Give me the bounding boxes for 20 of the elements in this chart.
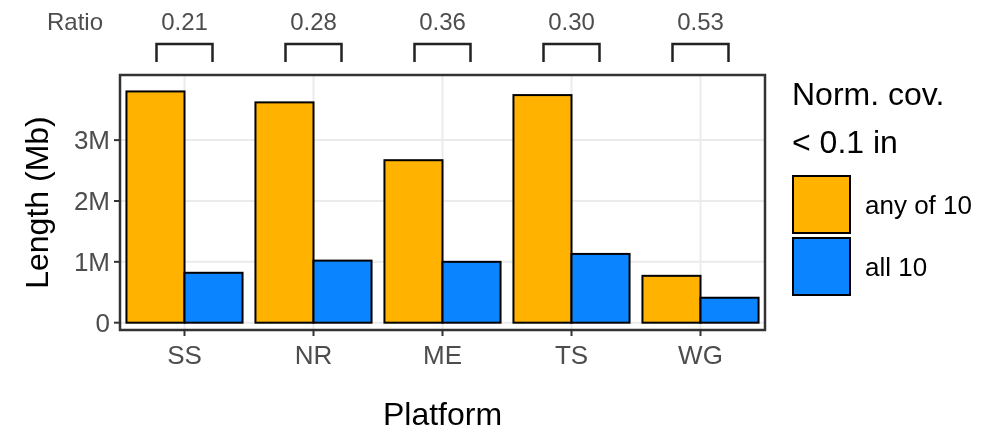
x-tick-label: ME	[423, 340, 462, 370]
text: 0.21	[161, 8, 208, 35]
x-tick-label: SS	[167, 340, 202, 370]
x-tick-label: TS	[554, 340, 589, 370]
x-tick-label: WG	[678, 340, 723, 370]
text: 0.36	[419, 8, 466, 35]
legend-label: all 10	[865, 252, 928, 283]
y-tick-label: 2M	[73, 186, 110, 217]
legend-label: any of 10	[865, 190, 972, 221]
x-axis-title: Platform	[382, 396, 503, 432]
x-tick-label: NR	[294, 340, 333, 370]
text: 0.28	[290, 8, 337, 35]
y-tick-label: 3M	[73, 125, 110, 156]
y-tick-label: 0	[95, 307, 110, 338]
y-tick-label: 1M	[73, 246, 110, 277]
text: Ratio	[46, 8, 104, 35]
text: 0.53	[677, 8, 724, 35]
text: 0.30	[548, 8, 595, 35]
y-axis-title: Length (Mb)	[19, 116, 55, 289]
legend-title: Norm. cov. < 0.1 in	[792, 76, 945, 160]
